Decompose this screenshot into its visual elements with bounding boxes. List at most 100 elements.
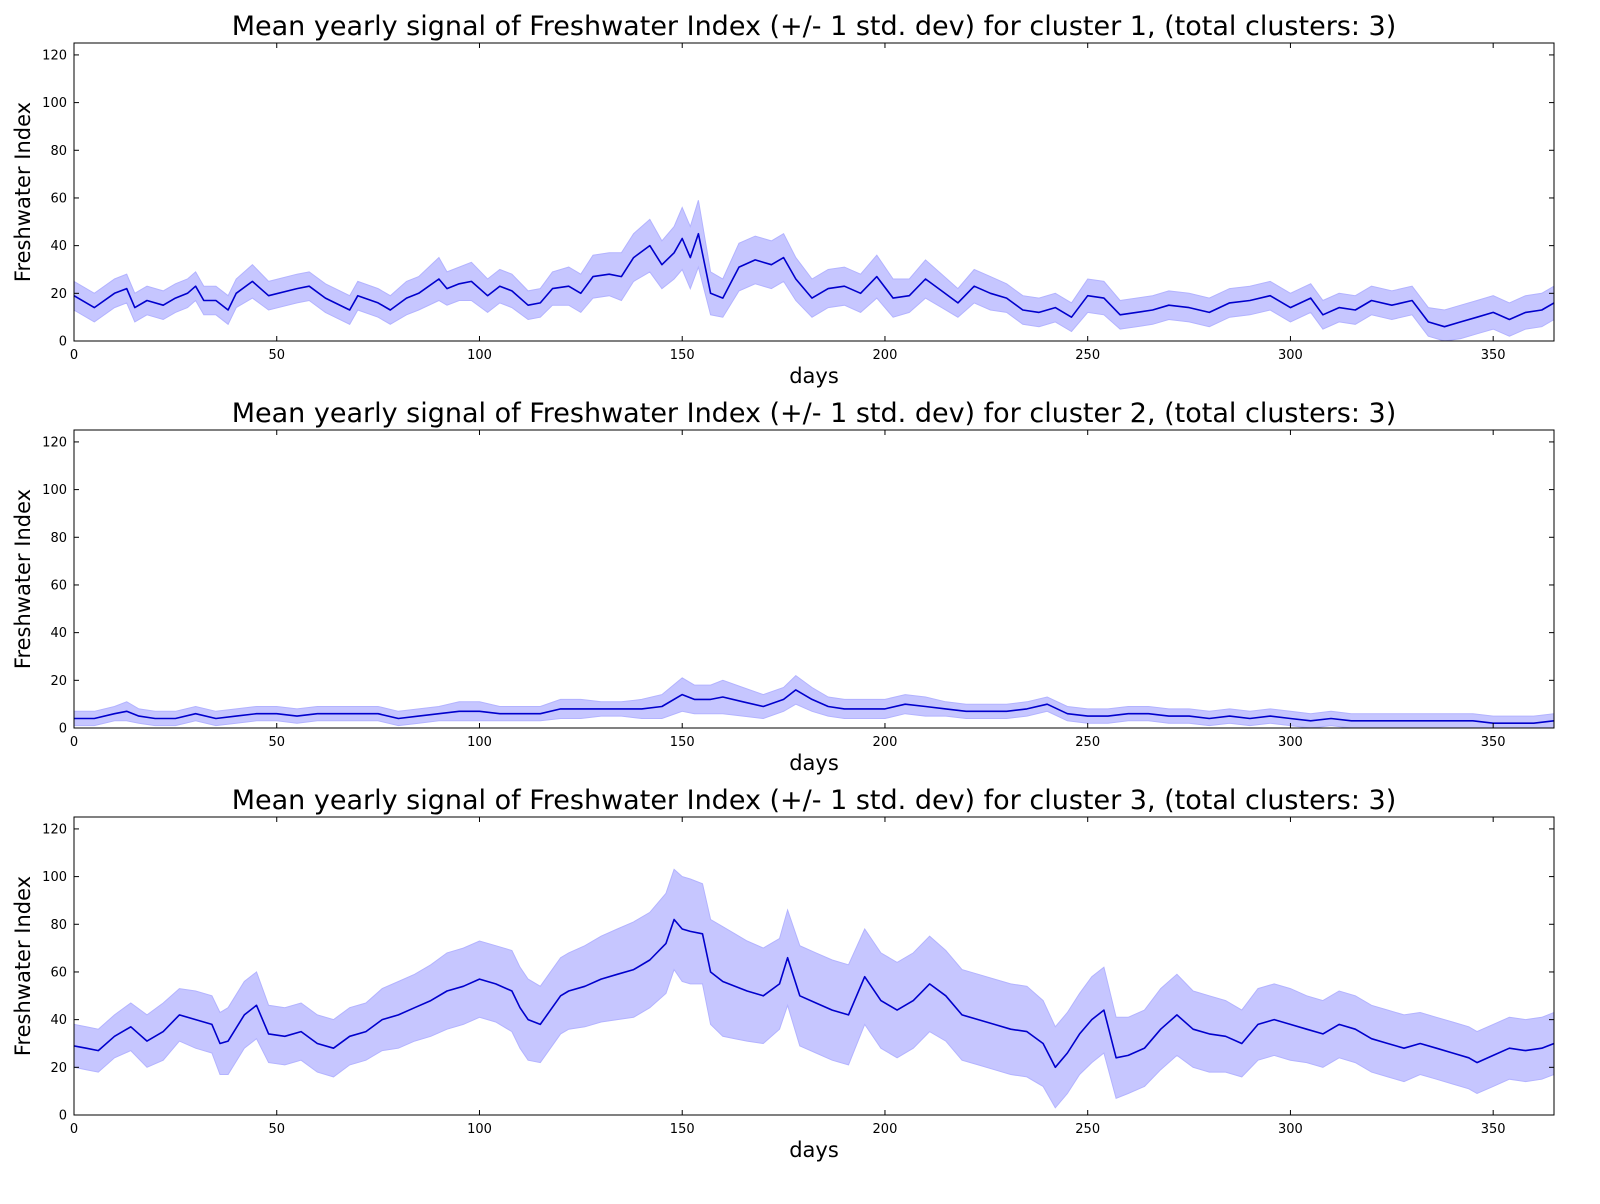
data-point [527, 1018, 529, 1020]
y-tick-label: 100 [42, 870, 67, 885]
data-point [267, 295, 269, 297]
data-point [1269, 295, 1271, 297]
data-point [146, 1040, 148, 1042]
data-point [336, 713, 338, 715]
y-tick-label: 0 [59, 1109, 67, 1124]
data-point [1435, 1047, 1437, 1049]
data-point [1151, 309, 1153, 311]
data-point [1135, 311, 1137, 313]
y-tick-label: 60 [50, 965, 67, 980]
y-tick-label: 20 [50, 1061, 67, 1076]
data-point [397, 717, 399, 719]
chart-title: Mean yearly signal of Freshwater Index (… [232, 785, 1397, 816]
data-point [843, 285, 845, 287]
data-point [1370, 299, 1372, 301]
data-point [1451, 720, 1453, 722]
x-axis-label: days [789, 364, 839, 388]
data-point [1054, 1066, 1056, 1068]
data-point [243, 1014, 245, 1016]
data-point [1066, 1052, 1068, 1054]
data-point [499, 285, 501, 287]
data-point [864, 976, 866, 978]
data-point [827, 287, 829, 289]
data-point [912, 999, 914, 1001]
data-point [1541, 309, 1543, 311]
data-point [357, 295, 359, 297]
data-point [251, 280, 253, 282]
y-tick-label: 0 [59, 335, 67, 350]
data-point [519, 1007, 521, 1009]
data-point [1249, 299, 1251, 301]
data-point [568, 285, 570, 287]
data-point [1241, 1042, 1243, 1044]
x-tick-label: 50 [268, 348, 285, 363]
data-point [1354, 309, 1356, 311]
x-tick-label: 300 [1278, 348, 1303, 363]
data-point [1391, 720, 1393, 722]
data-point [357, 713, 359, 715]
x-axis-label: days [789, 751, 839, 775]
data-point [957, 302, 959, 304]
data-point [831, 1009, 833, 1011]
data-point [864, 708, 866, 710]
data-point [1451, 1052, 1453, 1054]
data-point [1370, 720, 1372, 722]
data-point [85, 1047, 87, 1049]
data-point [1119, 314, 1121, 316]
data-point [1249, 717, 1251, 719]
data-point [1160, 1028, 1162, 1030]
data-point [632, 256, 634, 258]
y-tick-label: 120 [42, 435, 67, 450]
data-point [1010, 1028, 1012, 1030]
data-point [1443, 326, 1445, 328]
data-point [859, 292, 861, 294]
data-point [632, 968, 634, 970]
data-point [1310, 720, 1312, 722]
data-point [539, 713, 541, 715]
data-point [1492, 1054, 1494, 1056]
data-point [495, 983, 497, 985]
data-point [499, 713, 501, 715]
mean-line [74, 232, 1554, 328]
x-tick-label: 150 [670, 348, 695, 363]
data-point [928, 983, 930, 985]
data-point [174, 717, 176, 719]
plot-frame [73, 816, 1555, 1116]
data-point [284, 1035, 286, 1037]
data-point [146, 299, 148, 301]
data-point [941, 290, 943, 292]
data-point [924, 278, 926, 280]
data-point [1533, 722, 1535, 724]
data-point [908, 295, 910, 297]
data-point [418, 292, 420, 294]
data-point [130, 1026, 132, 1028]
data-point [527, 304, 529, 306]
data-point [641, 708, 643, 710]
data-point [584, 985, 586, 987]
data-point [1224, 1035, 1226, 1037]
chart-panel-1: Mean yearly signal of Freshwater Index (… [11, 11, 1555, 388]
y-tick-label: 100 [42, 483, 67, 498]
data-point [1091, 1018, 1093, 1020]
data-point [649, 244, 651, 246]
data-point [568, 990, 570, 992]
x-tick-label: 300 [1278, 735, 1303, 750]
data-point [194, 285, 196, 287]
data-point [438, 713, 440, 715]
x-tick-label: 250 [1075, 735, 1100, 750]
data-point [945, 995, 947, 997]
data-point [1273, 1018, 1275, 1020]
data-point [580, 708, 582, 710]
data-point [478, 710, 480, 712]
data-point [977, 1018, 979, 1020]
data-point [762, 995, 764, 997]
y-tick-label: 60 [50, 191, 67, 206]
data-point [876, 275, 878, 277]
data-point [211, 1023, 213, 1025]
data-point [1228, 715, 1230, 717]
data-point [904, 703, 906, 705]
data-point [1306, 1028, 1308, 1030]
data-point [219, 1042, 221, 1044]
data-point [1289, 306, 1291, 308]
y-axis-label: Freshwater Index [11, 876, 35, 1056]
